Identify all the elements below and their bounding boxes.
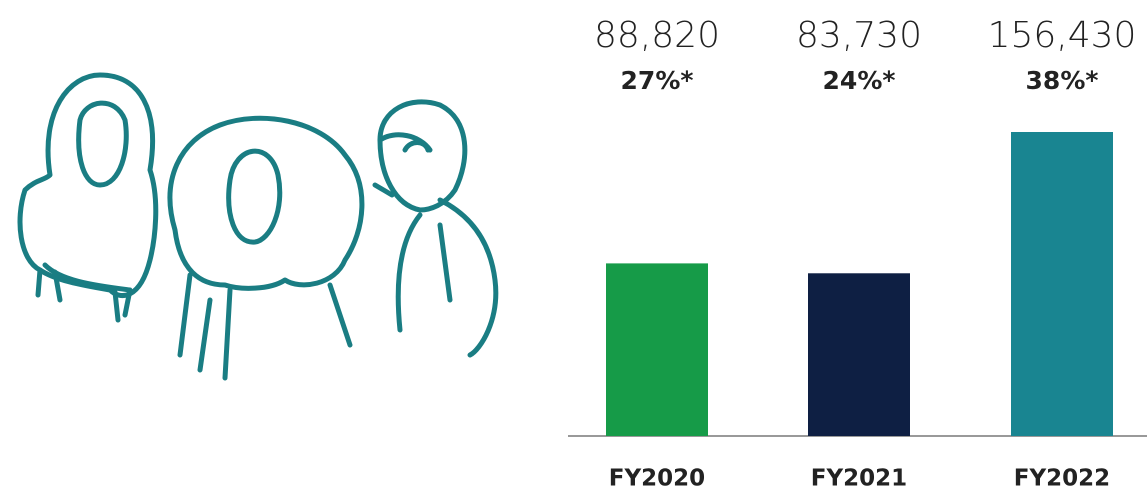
value-label: 83,730 (796, 15, 922, 56)
x-tick-label: FY2021 (811, 466, 907, 492)
percent-label: 24%* (823, 66, 896, 95)
bar (808, 273, 910, 436)
chart: 88,820 27%* FY2020 83,730 24%* FY2021 156,430 3… (0, 0, 1147, 499)
people-illustration (20, 75, 496, 378)
value-label: 88,820 (594, 15, 720, 56)
bar (1011, 132, 1113, 436)
bar (606, 263, 708, 436)
x-tick-label: FY2022 (1014, 466, 1110, 492)
percent-label: 27%* (621, 66, 694, 95)
percent-label: 38%* (1026, 66, 1099, 95)
x-tick-label: FY2020 (609, 466, 705, 492)
value-label: 156,430 (988, 15, 1137, 56)
